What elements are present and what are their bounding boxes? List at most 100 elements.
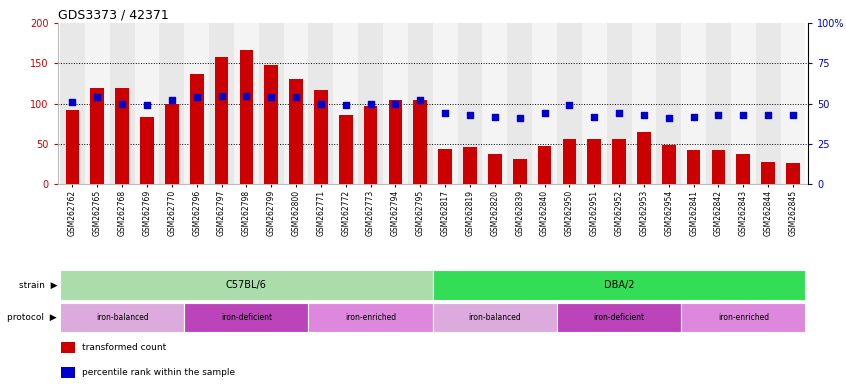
Bar (333, 23, 358, 184)
Bar (607, 23, 631, 184)
Bar (755, 23, 781, 184)
Bar (662, 145, 676, 184)
Bar (711, 150, 725, 184)
Bar (681, 23, 706, 184)
Point (190, 94, 203, 100)
Bar (587, 139, 601, 184)
Point (613, 110, 626, 116)
Bar (458, 23, 482, 184)
Point (761, 112, 775, 118)
Bar (184, 303, 309, 333)
Point (538, 110, 552, 116)
Point (289, 94, 303, 100)
Bar (283, 23, 309, 184)
Point (464, 112, 477, 118)
Bar (656, 23, 681, 184)
Point (587, 114, 601, 120)
Point (239, 93, 253, 99)
Bar (265, 65, 278, 184)
Bar (463, 147, 477, 184)
Text: strain  ▶: strain ▶ (19, 281, 57, 290)
Bar (60, 303, 184, 333)
Bar (613, 139, 626, 184)
Bar (687, 150, 700, 184)
Bar (364, 106, 377, 184)
Bar (110, 23, 135, 184)
Bar (135, 23, 159, 184)
Point (687, 114, 700, 120)
Bar (513, 159, 526, 184)
Bar (140, 117, 154, 184)
Bar (388, 100, 403, 184)
Point (563, 102, 576, 108)
Bar (414, 101, 427, 184)
Point (662, 115, 676, 121)
Point (414, 98, 427, 104)
Point (364, 101, 377, 107)
Point (91, 94, 104, 100)
Point (265, 94, 278, 100)
Point (388, 101, 402, 107)
Bar (532, 23, 557, 184)
Bar (557, 23, 582, 184)
Bar (60, 270, 432, 300)
Text: iron-enriched: iron-enriched (345, 313, 396, 322)
Point (215, 93, 228, 99)
Bar (309, 23, 333, 184)
Bar (61, 367, 74, 378)
Text: GDS3373 / 42371: GDS3373 / 42371 (58, 9, 168, 22)
Text: iron-deficient: iron-deficient (594, 313, 645, 322)
Bar (761, 162, 775, 184)
Bar (432, 270, 805, 300)
Bar (432, 23, 458, 184)
Bar (786, 162, 799, 184)
Point (488, 114, 502, 120)
Point (438, 110, 452, 116)
Bar (637, 132, 651, 184)
Bar (383, 23, 408, 184)
Bar (563, 139, 576, 184)
Bar (239, 50, 253, 184)
Text: C57BL/6: C57BL/6 (226, 280, 266, 290)
Text: percentile rank within the sample: percentile rank within the sample (82, 368, 235, 377)
Point (786, 112, 799, 118)
Bar (85, 23, 110, 184)
Bar (215, 57, 228, 184)
Bar (508, 23, 532, 184)
Bar (737, 154, 750, 184)
Point (165, 98, 179, 104)
Point (637, 112, 651, 118)
Bar (209, 23, 234, 184)
Bar (115, 88, 129, 184)
Bar (681, 303, 805, 333)
Point (513, 115, 526, 121)
Bar (91, 88, 104, 184)
Bar (184, 23, 209, 184)
Bar (60, 23, 85, 184)
Bar (482, 23, 508, 184)
Text: DBA/2: DBA/2 (604, 280, 634, 290)
Bar (631, 23, 656, 184)
Text: iron-deficient: iron-deficient (221, 313, 272, 322)
Point (314, 101, 327, 107)
Bar (66, 110, 80, 184)
Bar (438, 149, 452, 184)
Point (66, 99, 80, 105)
Bar (538, 146, 552, 184)
Point (737, 112, 750, 118)
Bar (408, 23, 432, 184)
Text: iron-balanced: iron-balanced (469, 313, 521, 322)
Bar (259, 23, 283, 184)
Text: iron-enriched: iron-enriched (717, 313, 769, 322)
Bar (190, 74, 204, 184)
Bar (582, 23, 607, 184)
Text: protocol  ▶: protocol ▶ (8, 313, 57, 322)
Bar (61, 342, 74, 353)
Bar (488, 154, 502, 184)
Bar (781, 23, 805, 184)
Bar (731, 23, 755, 184)
Point (115, 101, 129, 107)
Bar (314, 90, 327, 184)
Bar (432, 303, 557, 333)
Point (339, 102, 353, 108)
